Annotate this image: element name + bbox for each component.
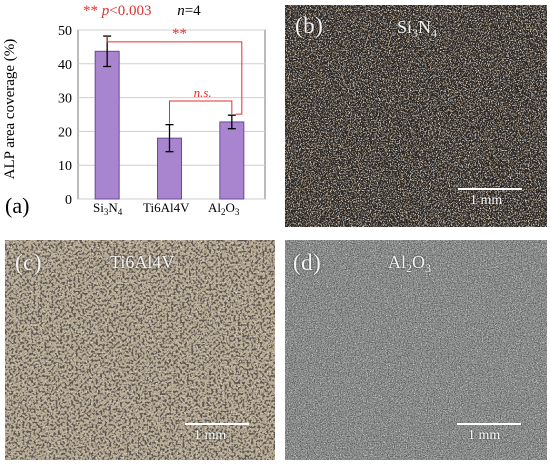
significance-bracket-ns bbox=[169, 100, 233, 124]
bar-al2o3 bbox=[219, 121, 245, 200]
x-tick-label-al2o3: Al2O3 bbox=[208, 200, 240, 217]
panel-c-label: (c) bbox=[15, 250, 43, 275]
y-tick-label-40: 40 bbox=[58, 58, 72, 73]
panel-d-scale-text: 1 mm bbox=[468, 428, 501, 443]
significance-label-ns: n.s. bbox=[194, 85, 212, 100]
x-tick-label-ti6al4v: Ti6Al4V bbox=[143, 200, 190, 215]
significance-label-main: ** bbox=[172, 26, 187, 42]
panel-d-micrograph: (d) Al2O3 1 mm bbox=[285, 240, 547, 460]
bar-si3n4 bbox=[94, 50, 120, 200]
y-tick-label-50: 50 bbox=[58, 24, 72, 39]
significance-stars: ** bbox=[83, 3, 98, 19]
panel-c-scale-bar bbox=[185, 423, 249, 425]
y-tick-label-30: 30 bbox=[58, 92, 72, 107]
significance-bracket-main bbox=[106, 35, 243, 115]
panel-c-scale-text: 1 mm bbox=[194, 428, 227, 443]
panel-b-micrograph: (b) Si3N4 1 mm bbox=[285, 5, 547, 227]
n-symbol: n bbox=[177, 3, 185, 19]
p-symbol: p bbox=[101, 3, 110, 19]
panel-a-label: (a) bbox=[5, 193, 30, 218]
ti6al4v-texture bbox=[5, 240, 275, 460]
panel-d-material: Al2O3 bbox=[388, 252, 431, 275]
p-value: <0.003 bbox=[109, 3, 152, 19]
si3n4-texture bbox=[285, 5, 547, 227]
x-tick-label-si3n4: Si3N4 bbox=[93, 200, 123, 217]
panel-d-scale-bar bbox=[457, 423, 521, 425]
panel-c-micrograph: (c) Ti6Al4V 1 mm bbox=[5, 240, 275, 460]
chart-canvas: 0 10 20 30 40 50 ** n.s. bbox=[58, 24, 266, 208]
panel-b-label: (b) bbox=[295, 13, 324, 38]
panel-c-material: Ti6Al4V bbox=[110, 252, 175, 272]
bar-chart-panel: ** p<0.003 n=4 ALP area coverage (%) 0 10… bbox=[0, 0, 285, 235]
significance-header: ** p<0.003 n=4 bbox=[83, 3, 201, 20]
panel-b-material: Si3N4 bbox=[397, 17, 438, 40]
y-tick-label-20: 20 bbox=[58, 125, 72, 140]
panel-b-scale-text: 1 mm bbox=[470, 193, 503, 208]
panel-b-scale-bar bbox=[458, 188, 522, 190]
y-tick-label-0: 0 bbox=[65, 193, 72, 208]
n-value: =4 bbox=[184, 3, 201, 19]
y-tick-label-10: 10 bbox=[58, 159, 72, 174]
panel-d-label: (d) bbox=[293, 250, 322, 275]
